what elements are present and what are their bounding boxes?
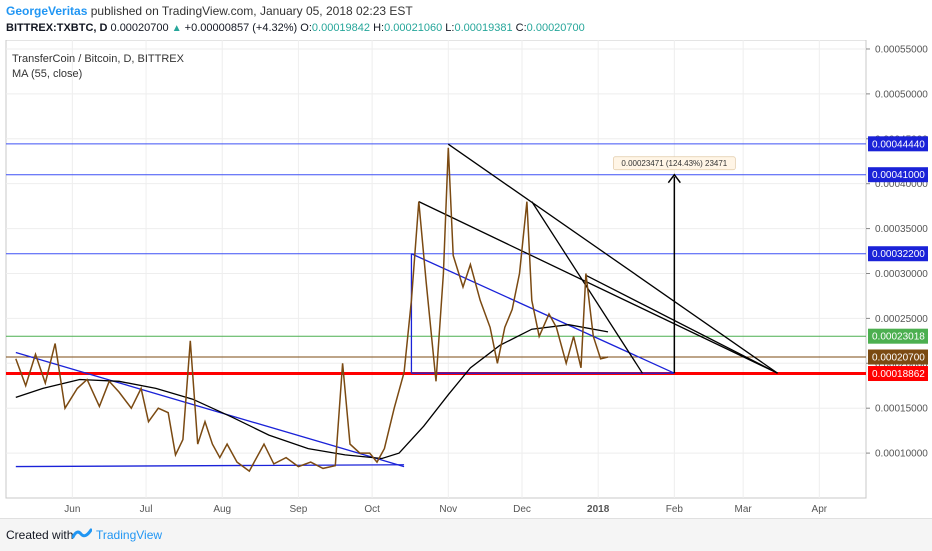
tradingview-link[interactable]: TradingView xyxy=(96,528,163,542)
low-label: L: xyxy=(445,22,455,34)
x-tick-label: Dec xyxy=(513,504,531,515)
price-tag-bg xyxy=(868,136,928,152)
y-tick-label: 0.00050000 xyxy=(875,89,928,100)
x-tick-label: Sep xyxy=(290,504,308,515)
up-arrow-icon: ▲ xyxy=(171,23,182,34)
annotation-text: 0.00023471 (124.43%) 23471 xyxy=(621,159,727,168)
projection-arrow xyxy=(667,173,681,374)
annotation-box xyxy=(612,156,736,171)
high-value: 0.00021060 xyxy=(384,22,443,34)
price-tag-label: 0.00020700 xyxy=(872,353,925,364)
trendline xyxy=(447,143,778,374)
x-tick-label: Jun xyxy=(64,504,80,515)
price-tag-label: 0.00044440 xyxy=(872,139,925,150)
price-tag-label: 0.00032200 xyxy=(872,249,925,260)
target-annotation: 0.00023471 (124.43%) 23471 xyxy=(612,156,736,171)
trendline xyxy=(15,351,405,468)
price-tag-bg xyxy=(868,328,928,344)
indicator-label: MA (55, close) xyxy=(12,68,82,80)
trendline xyxy=(418,201,778,374)
author-link[interactable]: GeorgeVeritas xyxy=(6,4,88,18)
open-label: O: xyxy=(300,22,312,34)
price-tag-bg xyxy=(868,349,928,365)
symbol-label: BITTREX:TXBTC, D xyxy=(6,22,108,34)
x-axis: Jun Jul Aug Sep Oct Nov Dec 2018 Feb Mar Apr xyxy=(64,504,827,515)
tradingview-logo-icon xyxy=(72,528,92,539)
x-tick-label: 2018 xyxy=(587,504,610,515)
y-tick-label: 0.00040000 xyxy=(875,179,928,190)
x-tick-label: Oct xyxy=(364,504,380,515)
y-tick-label: 0.00010000 xyxy=(875,449,928,460)
trendline xyxy=(411,253,675,374)
projection-arrow-head xyxy=(667,173,681,184)
price-chart[interactable]: 0.00023471 (124.43%) 23471 TransferCoin … xyxy=(0,40,932,518)
price-tag-label: 0.00018862 xyxy=(872,369,925,380)
x-tick-label: Nov xyxy=(439,504,457,515)
trendline xyxy=(15,464,405,468)
price-change: +0.00000857 (+4.32%) xyxy=(184,22,298,34)
trendline xyxy=(585,274,778,374)
x-tick-label: Jul xyxy=(140,504,153,515)
y-tick-label: 0.00015000 xyxy=(875,404,928,415)
price-series-line xyxy=(15,147,609,473)
trendlines xyxy=(15,143,778,468)
open-value: 0.00019842 xyxy=(311,22,371,34)
last-price: 0.00020700 xyxy=(110,22,169,34)
ma-line xyxy=(15,324,609,460)
ohlc-line: BITTREX:TXBTC, D 0.00020700 ▲ +0.0000085… xyxy=(6,22,585,34)
plot-frame xyxy=(5,40,867,499)
price-tag-label: 0.00023018 xyxy=(872,332,925,343)
publish-info: published on TradingView.com, January 05… xyxy=(90,4,413,18)
price-tag-bg xyxy=(868,167,928,183)
chart-header: GeorgeVeritas published on TradingView.c… xyxy=(0,0,932,40)
x-tick-label: Apr xyxy=(812,504,828,515)
chart-title: TransferCoin / Bitcoin, D, BITTREX xyxy=(12,53,185,65)
low-value: 0.00019381 xyxy=(454,22,513,34)
price-tag-bg xyxy=(868,366,928,382)
x-tick-label: Mar xyxy=(735,504,753,515)
y-tick-label: 0.00030000 xyxy=(875,269,928,280)
y-tick-label: 0.00055000 xyxy=(875,44,928,55)
footer: Created with TradingView xyxy=(0,518,932,551)
price-tags: 0.00044440 0.00041000 0.00032200 0.00023018… xyxy=(868,136,928,382)
grid xyxy=(6,40,866,498)
x-tick-label: Aug xyxy=(213,504,231,515)
price-tag-label: 0.00041000 xyxy=(872,170,925,181)
publish-line: GeorgeVeritas published on TradingView.c… xyxy=(6,4,413,18)
created-with-label: Created with xyxy=(6,528,74,542)
close-value: 0.00020700 xyxy=(526,22,585,34)
close-label: C: xyxy=(515,22,527,34)
price-tag-bg xyxy=(868,246,928,262)
high-label: H: xyxy=(373,22,385,34)
x-tick-label: Feb xyxy=(666,504,684,515)
y-tick-label: 0.00025000 xyxy=(875,314,928,325)
y-tick-label: 0.00035000 xyxy=(875,224,928,235)
